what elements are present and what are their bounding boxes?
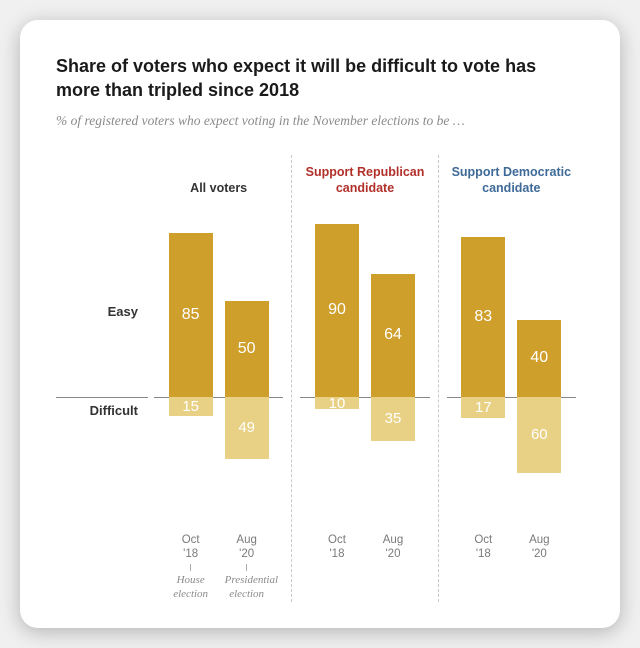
chart-panels: All voters85155049Oct'18House electionAu… xyxy=(146,155,584,602)
bar-value-easy: 83 xyxy=(474,308,492,326)
x-tick-year: '20 xyxy=(371,547,415,561)
chart-title: Share of voters who expect it will be di… xyxy=(56,54,584,103)
bar-column: 64 35 xyxy=(371,205,415,525)
panel-title: All voters xyxy=(154,155,283,205)
bar-value-easy: 40 xyxy=(530,349,548,367)
bar-value-difficult: 17 xyxy=(475,399,492,416)
bar-value-easy: 50 xyxy=(238,340,256,358)
bar-pair: 85 15 50 49 xyxy=(154,205,283,525)
bar-column: 85 15 xyxy=(169,205,213,525)
bar-easy: 40 xyxy=(517,320,561,397)
panel-title: Support Republican candidate xyxy=(300,155,429,205)
x-tick-month: Oct xyxy=(169,533,213,547)
x-tick: Oct'18 House election xyxy=(169,533,213,602)
bar-column: 83 17 xyxy=(461,205,505,525)
bar-value-difficult: 15 xyxy=(182,398,199,415)
chart-panel-dem: Support Democratic candidate83174060Oct'… xyxy=(438,155,584,602)
bar-value-difficult: 60 xyxy=(531,426,548,443)
x-tick-month: Aug xyxy=(517,533,561,547)
bar-easy: 83 xyxy=(461,237,505,396)
bar-difficult: 49 xyxy=(225,397,269,460)
x-tick: Oct'18 xyxy=(315,533,359,562)
x-tick-month: Oct xyxy=(461,533,505,547)
x-tick: Aug'20 xyxy=(371,533,415,562)
baseline-extension xyxy=(56,397,148,398)
bar-column: 90 10 xyxy=(315,205,359,525)
row-labels: Easy Difficult xyxy=(56,155,146,602)
x-tick-sub: House election xyxy=(169,574,213,602)
bar-easy: 90 xyxy=(315,224,359,397)
x-tick-month: Oct xyxy=(315,533,359,547)
bar-value-difficult: 49 xyxy=(238,419,255,436)
x-tick-year: '18 xyxy=(461,547,505,561)
x-tick-sub: Presidential election xyxy=(225,574,269,602)
row-label-difficult: Difficult xyxy=(90,403,138,418)
chart-area: Easy Difficult All voters85155049Oct'18H… xyxy=(56,155,584,602)
chart-panel-all: All voters 85 15 50 49 Oct'18 House election Au… xyxy=(146,155,291,602)
x-axis: Oct'18 House election Aug'20 Presidential e… xyxy=(154,533,283,602)
bar-column: 40 60 xyxy=(517,205,561,525)
bar-value-easy: 64 xyxy=(384,326,402,344)
bar-difficult: 10 xyxy=(315,397,359,410)
x-tick: Aug'20 Presidential election xyxy=(225,533,269,602)
bar-pair: 83 17 40 60 xyxy=(447,205,576,525)
tick-connector xyxy=(246,564,247,571)
bar-value-easy: 90 xyxy=(328,301,346,319)
bar-easy: 64 xyxy=(371,274,415,397)
bars-wrap: 85 15 50 49 xyxy=(154,205,283,525)
bar-value-difficult: 35 xyxy=(385,410,402,427)
bar-easy: 50 xyxy=(225,301,269,397)
bar-pair: 90 10 64 35 xyxy=(300,205,429,525)
chart-card: Share of voters who expect it will be di… xyxy=(20,20,620,628)
x-tick: Oct'18 xyxy=(461,533,505,562)
x-tick-year: '20 xyxy=(225,547,269,561)
x-axis: Oct'18 Aug'20 xyxy=(300,533,429,562)
bar-difficult: 35 xyxy=(371,397,415,442)
x-axis: Oct'18 Aug'20 xyxy=(447,533,576,562)
x-tick-month: Aug xyxy=(371,533,415,547)
row-label-easy: Easy xyxy=(108,304,138,319)
bars-wrap: 90 10 64 35 xyxy=(300,205,429,525)
chart-panel-rep: Support Republican candidate90106435Oct'… xyxy=(291,155,437,602)
bar-column: 50 49 xyxy=(225,205,269,525)
x-tick-year: '18 xyxy=(315,547,359,561)
x-tick: Aug'20 xyxy=(517,533,561,562)
x-tick-year: '20 xyxy=(517,547,561,561)
x-tick-year: '18 xyxy=(169,547,213,561)
bar-difficult: 60 xyxy=(517,397,561,474)
bar-value-difficult: 10 xyxy=(329,395,346,412)
bar-difficult: 15 xyxy=(169,397,213,416)
bar-value-easy: 85 xyxy=(182,306,200,324)
bars-wrap: 83 17 40 60 xyxy=(447,205,576,525)
chart-subtitle: % of registered voters who expect voting… xyxy=(56,113,584,129)
bar-difficult: 17 xyxy=(461,397,505,419)
bar-easy: 85 xyxy=(169,233,213,396)
tick-connector xyxy=(190,564,191,571)
panel-title: Support Democratic candidate xyxy=(447,155,576,205)
x-tick-month: Aug xyxy=(225,533,269,547)
